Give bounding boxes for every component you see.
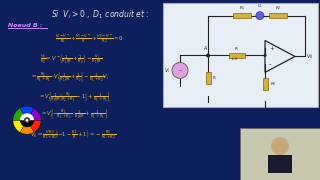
- Circle shape: [172, 62, 188, 78]
- FancyBboxPatch shape: [163, 3, 318, 107]
- Circle shape: [26, 119, 28, 122]
- Text: +: +: [269, 46, 274, 51]
- Text: $=\frac{R_2}{R_1+R_1}\cdot V_i\!\left[\frac{1}{R_1\|R}+\frac{1}{R_2}\right]-\fra: $=\frac{R_2}{R_1+R_1}\cdot V_i\!\left[\f…: [30, 70, 109, 84]
- Wedge shape: [27, 108, 41, 120]
- Text: i=0: i=0: [231, 57, 237, 61]
- Text: $V_0$: $V_0$: [306, 52, 313, 61]
- Text: $\frac{V_0}{R_2}=V^-\!\left(\frac{1}{R_1\|R}+\frac{1}{R_2}\right)-\frac{V_i}{R_1: $\frac{V_0}{R_2}=V^-\!\left(\frac{1}{R_1…: [40, 53, 102, 65]
- Text: $Si\ \ V_i>0\ ,\ D_1\ conduit\ et:$: $Si\ \ V_i>0\ ,\ D_1\ conduit\ et:$: [51, 9, 149, 21]
- FancyBboxPatch shape: [205, 72, 211, 84]
- Text: $R_1$: $R_1$: [239, 4, 245, 12]
- Circle shape: [271, 137, 289, 155]
- Text: Noeud B :: Noeud B :: [8, 22, 42, 28]
- Circle shape: [206, 53, 210, 57]
- Wedge shape: [20, 120, 34, 134]
- FancyBboxPatch shape: [262, 78, 268, 90]
- Circle shape: [263, 54, 267, 57]
- Text: -: -: [269, 61, 271, 68]
- Wedge shape: [20, 106, 34, 120]
- FancyBboxPatch shape: [269, 13, 287, 18]
- Wedge shape: [13, 120, 27, 132]
- Circle shape: [24, 117, 30, 123]
- Text: $D_1$: $D_1$: [257, 2, 263, 10]
- FancyBboxPatch shape: [268, 155, 292, 173]
- FancyBboxPatch shape: [240, 128, 320, 180]
- Wedge shape: [27, 120, 41, 132]
- Text: A: A: [204, 46, 208, 51]
- Text: $V_0=\frac{V_i R_2}{R_1+R_2}\!\left[-1-\frac{R_1}{R}+1\right]=-\frac{R_2}{R_1+R_: $V_0=\frac{V_i R_2}{R_1+R_2}\!\left[-1-\…: [30, 128, 116, 141]
- Wedge shape: [20, 113, 34, 120]
- Text: $=V_i\!\left[-\frac{R_1}{R_1+R_2}\cdot\frac{1}{R_1\|R}+\frac{1}{R_1+R_1}\right]$: $=V_i\!\left[-\frac{R_1}{R_1+R_2}\cdot\f…: [40, 108, 108, 122]
- Wedge shape: [13, 108, 27, 120]
- Text: R: R: [235, 48, 238, 51]
- Text: $=V_i\!\left[\frac{1}{R_1\|R}\!\left[\frac{R_2}{R_2+R_1}-1\right]+\frac{1}{R_1+R: $=V_i\!\left[\frac{1}{R_1\|R}\!\left[\fr…: [38, 90, 110, 103]
- FancyBboxPatch shape: [233, 13, 251, 18]
- Text: $V_i$: $V_i$: [164, 66, 170, 75]
- FancyBboxPatch shape: [228, 53, 244, 58]
- Text: $R_S$: $R_S$: [269, 80, 276, 88]
- Text: ~: ~: [178, 68, 182, 73]
- Text: $R_2$: $R_2$: [275, 4, 281, 12]
- Text: R: R: [212, 76, 215, 80]
- Wedge shape: [20, 120, 34, 127]
- Circle shape: [256, 12, 264, 20]
- Text: $\frac{V_i-V^-}{R_1}+\frac{V_i-V^-}{R}+\frac{V_0-V^-}{R_2}=0$: $\frac{V_i-V^-}{R_1}+\frac{V_i-V^-}{R}+\…: [55, 33, 124, 46]
